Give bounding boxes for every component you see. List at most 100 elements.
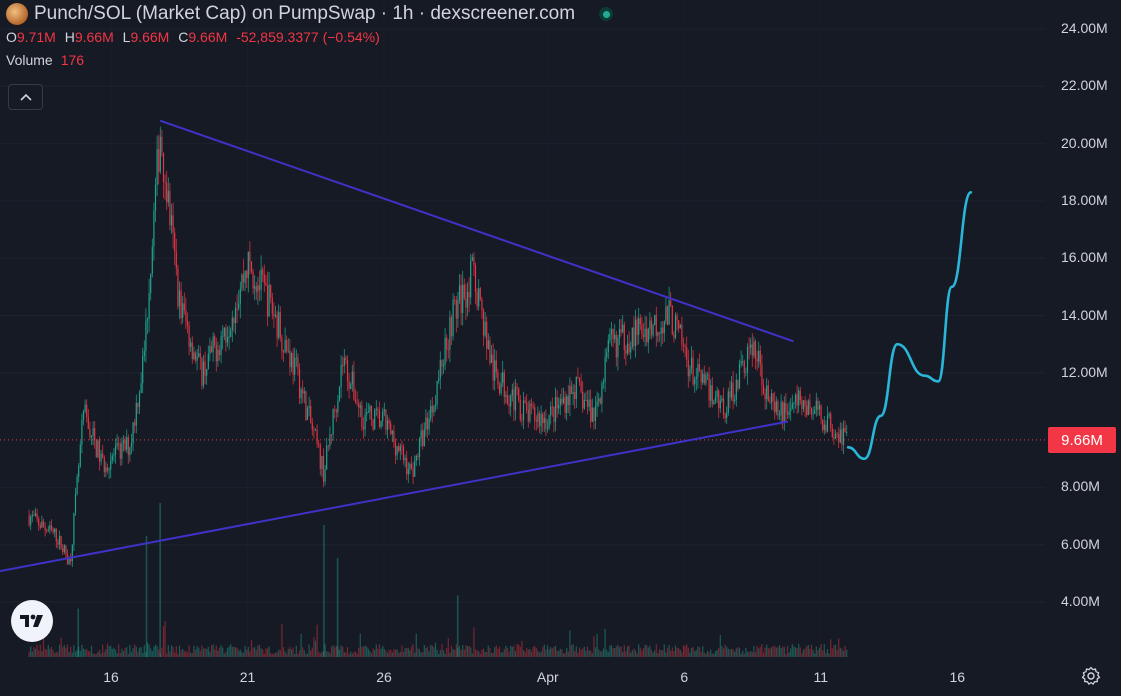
candle-body (830, 413, 832, 428)
volume-bar (537, 650, 539, 657)
settings-gear-icon[interactable] (1081, 666, 1101, 686)
volume-bar (478, 651, 480, 657)
candle-body (314, 430, 317, 432)
volume-bar (546, 645, 549, 657)
tv-mark-icon (20, 614, 43, 627)
candle-body (260, 269, 262, 290)
candle-body (810, 408, 813, 415)
volume-bar (522, 650, 525, 657)
volume-bar (158, 649, 160, 657)
volume-bar (780, 647, 782, 657)
candle-body (175, 251, 177, 269)
volume-bar (111, 649, 113, 657)
candle-body (266, 285, 269, 317)
volume-bar (98, 649, 101, 657)
volume-bar (620, 646, 622, 657)
volume-bar (554, 645, 557, 657)
volume-bar (751, 652, 753, 657)
candle-body (474, 265, 477, 292)
candle-body (353, 371, 355, 400)
volume-bar (662, 650, 664, 657)
volume-bar (831, 648, 833, 657)
volume-bar (124, 648, 126, 657)
candle-body (708, 374, 710, 401)
candle-body (89, 428, 91, 438)
volume-bar (90, 645, 93, 657)
candle-body (110, 460, 112, 470)
volume-bar (369, 650, 371, 657)
volume-bar (793, 646, 795, 657)
candle-body (79, 444, 81, 467)
candle-body (105, 467, 107, 472)
volume-bar (556, 650, 558, 657)
volume-bar (404, 648, 406, 657)
candle-body (73, 512, 75, 545)
volume-bar (258, 644, 261, 657)
candle-body (657, 332, 659, 336)
candle-body (505, 395, 507, 397)
volume-bar (753, 646, 755, 657)
candle-body (610, 328, 613, 334)
candle-body (346, 359, 349, 381)
open-value: 9.71M (16, 29, 56, 45)
volume-bar (95, 653, 97, 657)
candle-body (791, 403, 793, 409)
volume-bar (270, 653, 272, 657)
candle-body (714, 396, 717, 401)
candle-body (356, 402, 358, 404)
volume-bar (230, 644, 232, 657)
candle-body (319, 445, 321, 470)
high-value: 9.66M (74, 29, 114, 45)
trendline-resistance (159, 119, 794, 343)
volume-bar (231, 646, 233, 657)
candle-body (430, 406, 432, 419)
candle-body (814, 410, 816, 414)
volume-bar (711, 653, 713, 657)
candle-body (409, 463, 411, 470)
volume-bar (364, 645, 366, 657)
candle-body (289, 350, 291, 368)
candle-body (159, 136, 161, 172)
volume-bar (31, 651, 33, 657)
volume-bar (198, 647, 200, 657)
candle-body (724, 414, 726, 418)
candle-body (529, 403, 531, 422)
candle-body (329, 434, 331, 446)
candle-body (678, 320, 680, 329)
candle-body (489, 340, 491, 363)
candle-body (778, 415, 781, 417)
volume-bar (126, 647, 128, 657)
candle-body (268, 285, 270, 317)
volume-bar (324, 644, 326, 657)
candle-body (826, 415, 829, 432)
chart-title: Punch/SOL (Market Cap) on PumpSwap · 1h … (34, 3, 576, 24)
volume-bar (700, 651, 702, 657)
volume-bar (834, 644, 837, 657)
candle-body (161, 136, 163, 153)
candle-body (156, 149, 158, 185)
volume-bar (215, 645, 217, 657)
collapse-legend-button[interactable] (8, 84, 43, 110)
volume-bar (791, 644, 793, 657)
volume-bar (279, 650, 281, 657)
candle-body (55, 528, 57, 542)
volume-bar (636, 653, 638, 657)
candle-body (233, 317, 235, 324)
candle-body (689, 368, 691, 377)
volume-bar (122, 651, 125, 657)
volume-bar (236, 647, 238, 657)
candle-body (215, 344, 217, 362)
volume-bar (764, 647, 766, 657)
candle-body (57, 541, 59, 545)
volume-bar (412, 644, 414, 657)
candle-body (519, 400, 521, 420)
x-tick-label: 16 (949, 669, 966, 685)
candle-body (97, 440, 99, 458)
tradingview-logo-icon[interactable] (11, 600, 53, 642)
candle-body (767, 385, 769, 402)
volume-bar (721, 645, 723, 657)
candle-body (478, 288, 480, 307)
volume-bar (681, 652, 683, 657)
candle-body (158, 149, 160, 172)
